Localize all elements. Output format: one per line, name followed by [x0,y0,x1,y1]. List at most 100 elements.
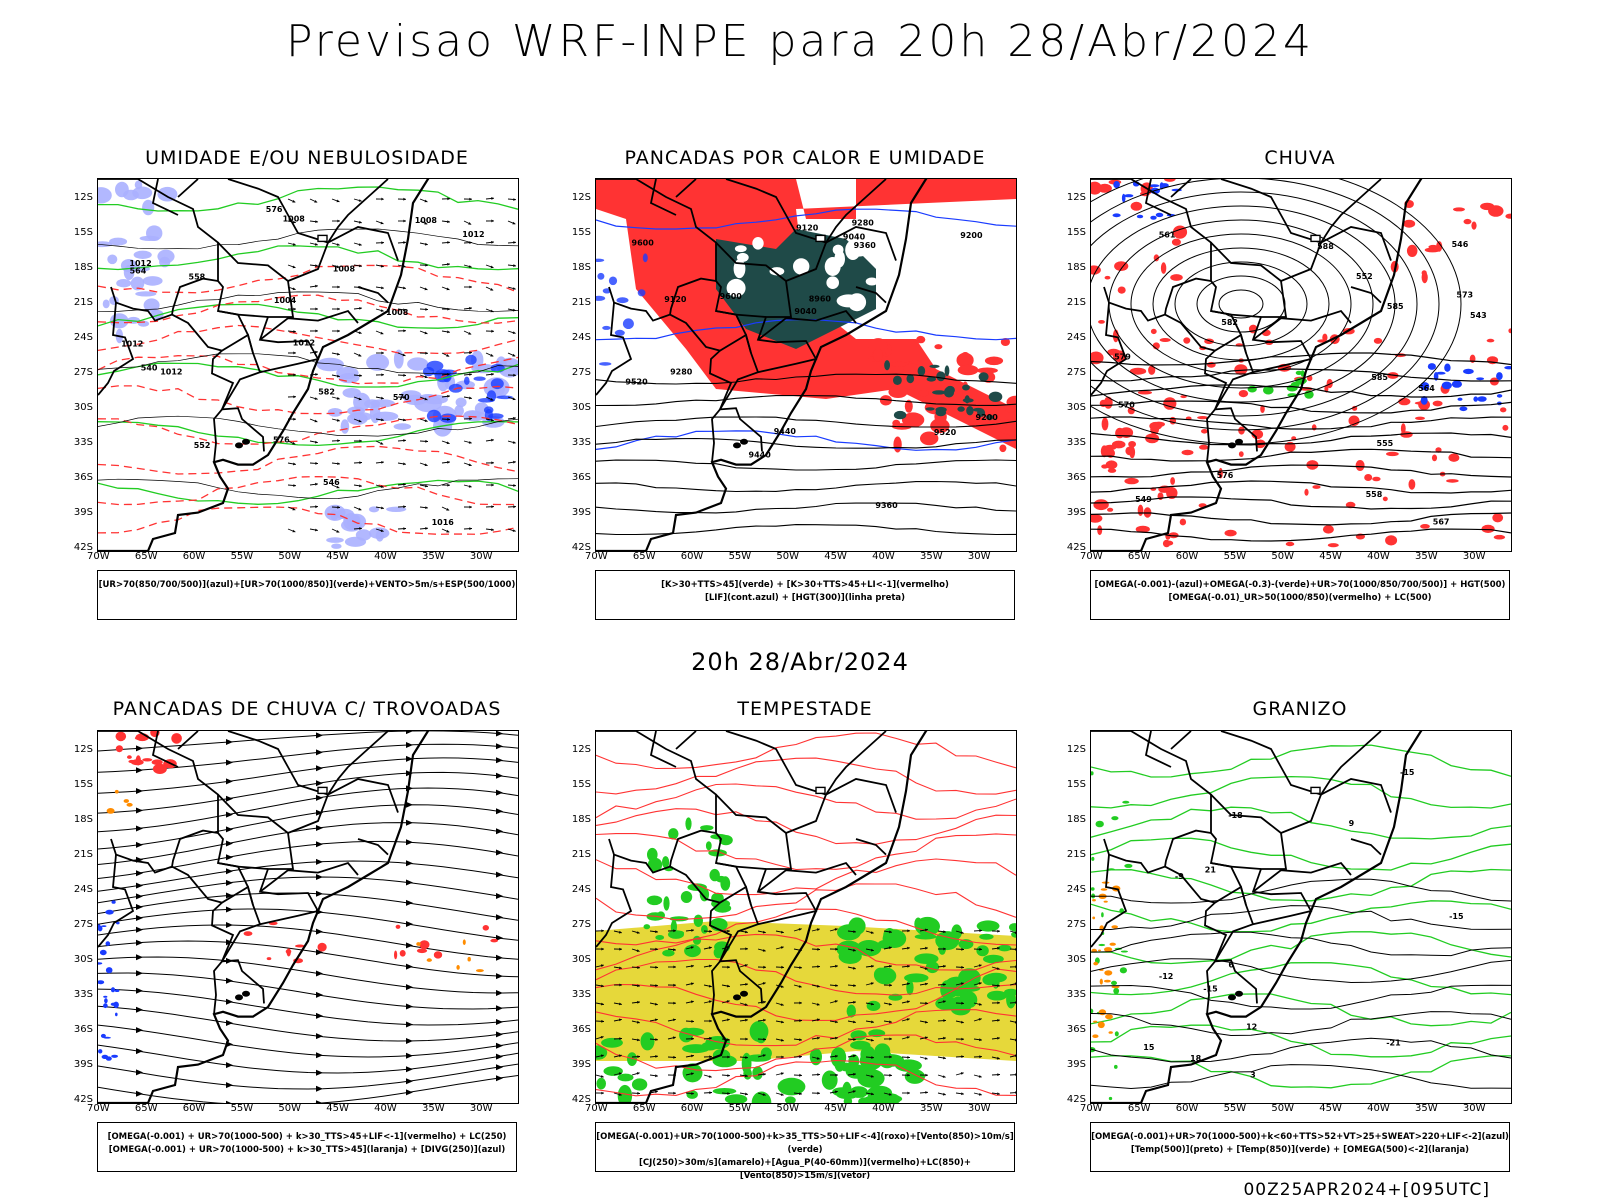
streamline-arrow [316,1012,323,1019]
streamline-arrow [496,954,503,961]
longitude-label: 70W [585,1103,608,1114]
streamline-arrow [316,858,323,865]
streamline [98,1005,518,1042]
contour-line [596,416,1016,428]
streamline [98,876,518,904]
field-patch [285,949,292,954]
country-border [715,241,818,374]
latitude-label: 33S [1066,437,1086,448]
country-border [1091,302,1128,396]
field-patch [627,1052,637,1066]
longitude-label: 55W [728,551,752,562]
latitude-label: 39S [1066,507,1086,518]
field-patch [1137,390,1152,395]
wind-vector-head [961,947,964,951]
field-patch [115,745,123,753]
wind-vector-head [780,1093,784,1096]
longitude-label: 60W [182,551,206,562]
country-border [608,829,717,874]
field-patch [295,944,305,948]
wind-vector-head [403,197,406,201]
contour-label: 9 [1349,819,1355,828]
wind-vector-head [380,309,384,312]
longitude-label: 30W [469,1103,493,1114]
country-border [1170,179,1192,198]
wind-vector-head [1014,1054,1016,1058]
wind-vector-head [381,461,384,464]
country-border [171,865,254,906]
legend-line: [OMEGA(-0.001) + UR>70(1000-500) + k>30_… [107,1132,507,1142]
field-patch [857,1069,885,1088]
wind-vector-head [870,1038,874,1042]
longitude-label: 60W [680,1103,704,1114]
field-patch [1481,524,1495,533]
wind-vector-head [1015,1001,1016,1004]
contour-label: 9520 [625,377,648,386]
wind-vector-head [637,1000,640,1004]
wind-vector-head [490,309,494,313]
country-border [357,286,389,304]
wind-vector-head [425,439,428,443]
field-patch [914,953,939,964]
coastline [596,731,928,1103]
wind-vector-head [727,929,730,933]
field-patch [111,900,116,904]
streamline-arrow [406,801,413,808]
wind-vector-head [655,1074,658,1078]
wind-vector-head [673,965,676,969]
field-patch [1130,201,1143,211]
field-patch [608,276,618,286]
coastline [1091,179,1423,551]
country-border [596,854,633,948]
streamline-arrow [406,860,413,867]
wind-vector-head [618,1072,622,1076]
wind-vector-head [709,1091,712,1095]
country-border [715,793,818,926]
country-border [709,901,733,1015]
longitude-label: 65W [1127,551,1151,562]
longitude-label: 50W [1271,1103,1295,1114]
wind-vector-head [424,463,428,467]
longitude-label: 40W [374,551,397,562]
field-patch [1093,961,1099,966]
wind-vector-head [745,930,748,934]
wind-vector-head [447,262,450,266]
contour-label: 9440 [774,427,797,436]
wind-vector-head [490,265,494,269]
field-patch [944,365,950,377]
field-patch [966,406,974,416]
wind-vector-head [469,417,472,421]
streamline-arrow [136,870,143,877]
streamline [98,924,518,960]
wind-vector-head [513,484,516,487]
wind-vector-head [469,241,472,245]
field-patch [116,921,120,925]
contour-line [1091,432,1511,446]
streamline-arrow [496,731,503,737]
wind-vector-head [637,1055,640,1059]
field-patch [1435,447,1442,453]
field-patch [1149,184,1160,188]
country-border [675,179,697,198]
wind-vector-head [314,397,318,400]
field-patch [1011,931,1016,938]
field-patch [1420,382,1430,391]
field-patch [115,731,127,742]
field-patch [1431,454,1438,462]
field-patch [1120,950,1128,953]
contour-line [596,1034,1016,1072]
field-patch [951,924,962,940]
streamline-arrow [136,825,143,832]
wind-vector-head [925,928,928,932]
wind-vector-head [619,966,622,970]
latitude-label: 18S [571,814,591,825]
contour-line [98,478,518,499]
wind-vector-head [745,1092,748,1096]
country-border [725,731,887,796]
field-patch [133,250,152,259]
wind-vector-head [424,242,428,246]
wind-vector-head [491,219,494,223]
field-patch [701,1041,718,1051]
contour-label: 6 [1228,961,1234,970]
field-patch [906,374,915,384]
